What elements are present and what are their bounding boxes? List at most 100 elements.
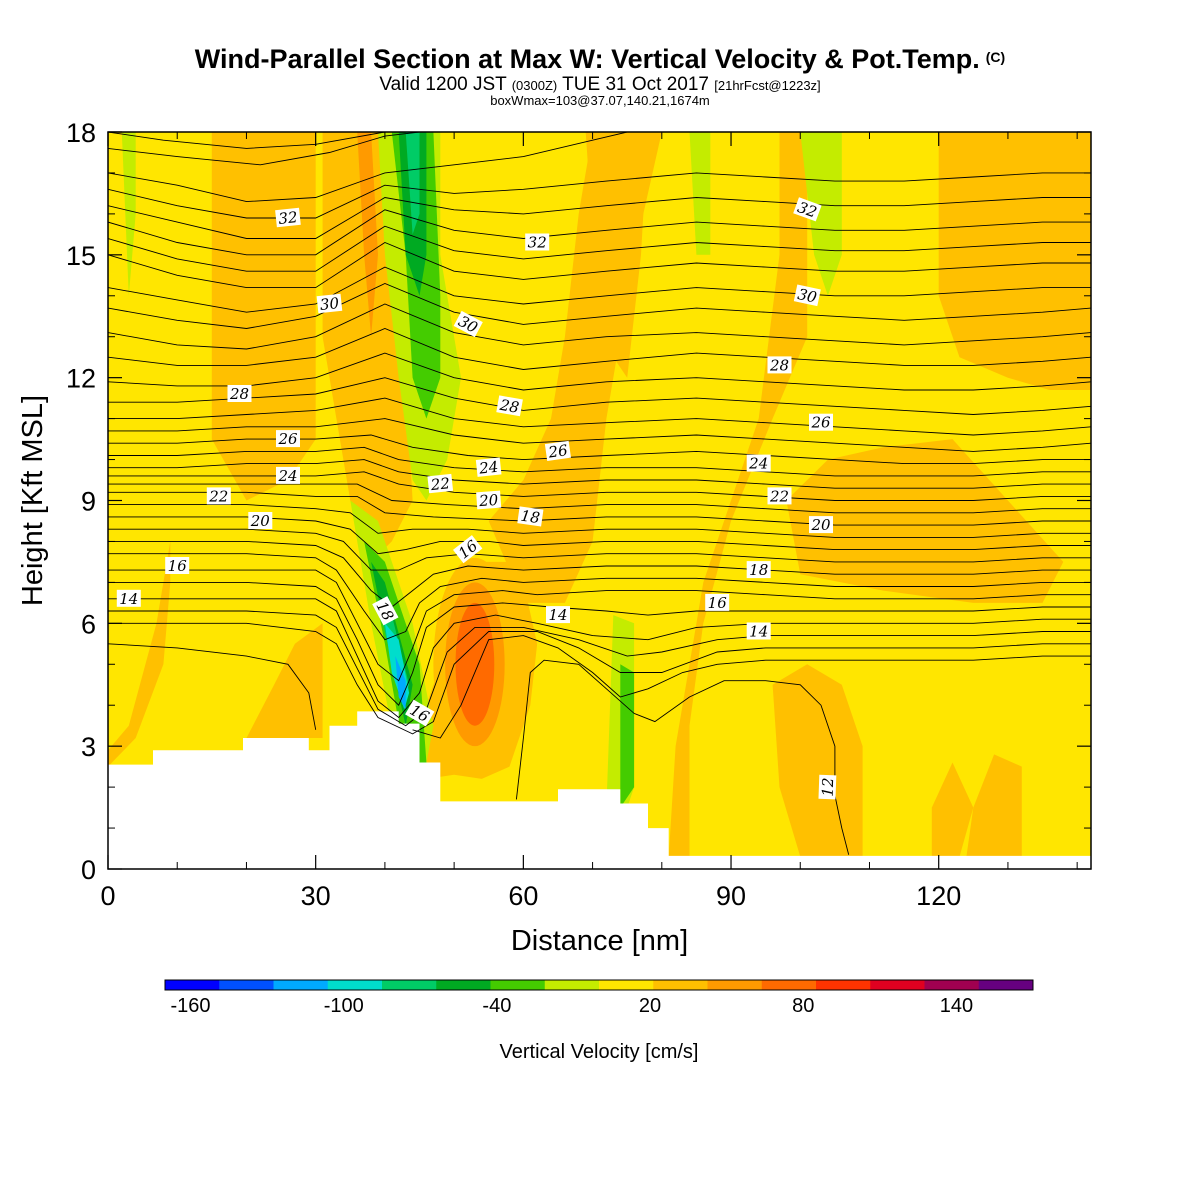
w-region — [211, 132, 316, 501]
colorbar-swatch — [816, 980, 871, 990]
w-region — [613, 132, 641, 337]
contour-label-text: 32 — [528, 234, 547, 252]
contour-label-bg — [746, 561, 771, 579]
colorbar-swatch — [870, 980, 925, 990]
theta-isoline — [108, 132, 628, 203]
contour-label-text: 12 — [819, 777, 838, 797]
contour-label-text: 32 — [795, 198, 819, 221]
contour-label: 24 — [746, 454, 771, 473]
valid-prefix: Valid 1200 JST — [379, 74, 507, 95]
w-region — [772, 664, 863, 857]
theta-isoline — [108, 491, 1091, 526]
terrain-mask — [108, 711, 1091, 869]
colorbar-swatch — [761, 980, 817, 990]
valid-date: TUE 31 Oct 2017 — [562, 74, 709, 95]
contour-label-bg — [165, 557, 190, 574]
x-tick-label: 90 — [716, 881, 746, 911]
theta-isoline — [108, 132, 420, 166]
y-tick-label: 9 — [81, 487, 96, 517]
contour-label: 28 — [767, 356, 792, 374]
theta-isoline — [108, 643, 317, 730]
contour-label: 14 — [116, 589, 141, 608]
x-tick-label: 120 — [916, 881, 961, 911]
contour-label-text: 28 — [498, 396, 521, 417]
w-region — [966, 754, 1022, 857]
theta-isoline — [108, 132, 385, 149]
theta-isoline — [515, 659, 850, 855]
contour-label: 28 — [496, 395, 523, 417]
theta-isoline — [108, 266, 1091, 313]
w-region — [455, 602, 495, 726]
contour-label-bg — [227, 385, 252, 402]
w-region — [357, 132, 378, 337]
contour-label-text: 14 — [548, 606, 567, 624]
contour-label-text: 26 — [546, 441, 569, 462]
theta-isoline — [108, 483, 1091, 514]
theta-isoline — [412, 635, 1091, 739]
contour-label-bg — [276, 466, 300, 484]
theta-isoline — [108, 352, 1091, 391]
contour-label-bg — [372, 596, 399, 626]
forecast-info: [21hrFcst@1223z] — [714, 78, 821, 93]
w-region — [343, 132, 392, 501]
contour-label-text: 26 — [810, 414, 831, 432]
colorbar-tick-label: -40 — [482, 995, 511, 1017]
colorbar-swatch — [653, 980, 708, 990]
colorbar-label: Vertical Velocity [cm/s] — [500, 1041, 699, 1063]
contour-label: 14 — [546, 606, 570, 624]
chart-title-text: Wind-Parallel Section at Max W: Vertical… — [194, 44, 980, 74]
contour-label: 16 — [705, 593, 730, 612]
contour-label: 30 — [316, 293, 343, 314]
colorbar-swatch — [165, 980, 220, 990]
contour-label: 28 — [227, 385, 252, 403]
w-region — [108, 541, 171, 767]
contour-label-text: 20 — [478, 491, 500, 510]
contour-label-bg — [453, 310, 483, 338]
theta-isoline — [108, 397, 1091, 436]
w-region — [405, 132, 420, 235]
contour-label: 18 — [746, 561, 771, 579]
potential-temperature-contours — [108, 132, 1091, 855]
theta-isoline — [108, 540, 1091, 608]
contour-label-bg — [453, 535, 483, 564]
x-tick-label: 60 — [508, 881, 538, 911]
box-info: boxWmax=103@37.07,140.21,1674m — [490, 93, 710, 108]
contour-label: 20 — [248, 512, 273, 530]
colorbar-tick-label: -100 — [324, 995, 364, 1017]
theta-isoline — [108, 553, 1091, 641]
contour-label-text: 26 — [277, 430, 298, 448]
contour-label: 12 — [818, 774, 838, 800]
contour-label-bg — [116, 589, 141, 607]
contour-label-text: 24 — [748, 455, 768, 473]
contour-label: 32 — [275, 207, 301, 228]
contour-label-text: 22 — [429, 474, 451, 494]
contour-label-text: 24 — [477, 458, 499, 478]
contour-label-text: 30 — [319, 294, 340, 314]
contour-label-bg — [475, 457, 502, 477]
w-region — [121, 132, 136, 296]
contour-label-text: 14 — [119, 590, 138, 608]
colorbar-swatch — [707, 980, 763, 990]
y-tick-label: 0 — [81, 855, 96, 885]
theta-isoline — [108, 528, 1091, 571]
contour-label-text: 32 — [278, 208, 299, 228]
theta-isoline — [108, 459, 1091, 489]
theta-isoline — [108, 172, 1091, 219]
contour-label: 22 — [206, 487, 231, 505]
contour-label-text: 22 — [769, 487, 789, 505]
contour-label: 20 — [476, 490, 502, 510]
contour-label: 26 — [809, 413, 833, 432]
contour-label-bg — [405, 699, 435, 727]
axes: 0 30 60 90 120 0 3 6 9 12 15 18 Distance [nm] Height … — [17, 118, 1091, 957]
colorbar-swatch — [327, 980, 383, 990]
contour-label-bg — [525, 233, 550, 251]
contour-label: 32 — [525, 233, 550, 252]
contour-label-bg — [546, 606, 570, 624]
w-region — [931, 762, 974, 857]
y-axis-label: Height [Kft MSL] — [17, 395, 49, 606]
colorbar-tick-label: 140 — [940, 995, 973, 1017]
theta-isoline — [108, 328, 1091, 370]
contour-label-bg — [248, 512, 273, 529]
colorbar-swatch — [599, 980, 654, 990]
